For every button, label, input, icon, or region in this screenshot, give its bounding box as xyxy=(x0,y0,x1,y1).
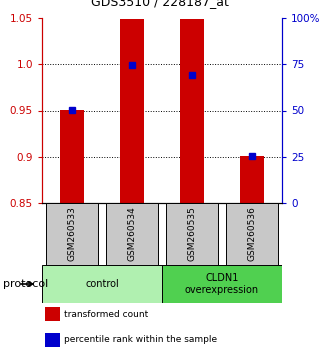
Text: percentile rank within the sample: percentile rank within the sample xyxy=(64,335,218,344)
Bar xyxy=(120,19,144,203)
Text: protocol: protocol xyxy=(3,279,48,289)
Text: GSM260536: GSM260536 xyxy=(247,207,257,262)
Bar xyxy=(45,332,60,347)
Bar xyxy=(226,203,278,265)
Bar xyxy=(42,265,162,303)
Bar xyxy=(162,265,282,303)
Text: GSM260533: GSM260533 xyxy=(68,207,76,262)
Bar xyxy=(166,203,219,265)
Text: control: control xyxy=(85,279,119,289)
Bar xyxy=(180,19,204,203)
Bar xyxy=(60,110,84,203)
Bar xyxy=(45,307,60,321)
Bar xyxy=(46,203,99,265)
Text: GSM260534: GSM260534 xyxy=(127,207,137,261)
Text: transformed count: transformed count xyxy=(64,310,149,319)
Text: CLDN1
overexpression: CLDN1 overexpression xyxy=(185,273,259,295)
Bar xyxy=(106,203,158,265)
Text: GSM260535: GSM260535 xyxy=(188,207,196,262)
Bar xyxy=(240,156,264,203)
Text: GDS3510 / 228187_at: GDS3510 / 228187_at xyxy=(91,0,229,8)
